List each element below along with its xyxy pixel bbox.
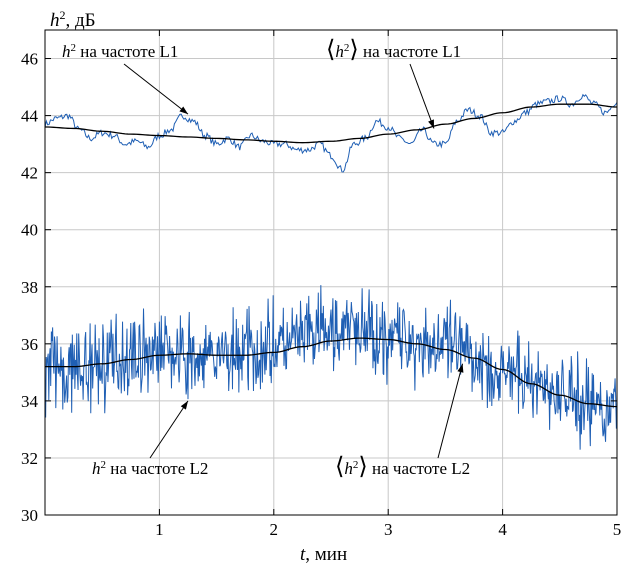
series-layer bbox=[44, 93, 618, 450]
series-line-0 bbox=[44, 93, 618, 173]
grid bbox=[45, 30, 618, 515]
y-tick-label: 44 bbox=[21, 107, 39, 126]
y-tick-label: 32 bbox=[21, 449, 38, 468]
y-tick-label: 38 bbox=[21, 278, 38, 297]
y-tick-label: 30 bbox=[21, 506, 38, 525]
x-tick-label: 5 bbox=[613, 520, 622, 539]
annotation-arrow bbox=[123, 63, 189, 115]
x-tick-label: 3 bbox=[384, 520, 393, 539]
arrow-head bbox=[457, 363, 464, 373]
x-axis-var: t bbox=[300, 544, 306, 565]
y-tick-label: 36 bbox=[21, 335, 38, 354]
series-line-1 bbox=[44, 103, 618, 144]
series-line-2 bbox=[44, 285, 618, 450]
annotations: h2 на частоте L1 ⟨h2⟩ на частоте L1 h2 на … bbox=[62, 37, 470, 480]
y-tick-label: 46 bbox=[21, 50, 38, 69]
annotation-1: ⟨h2⟩ на частоте L1 bbox=[326, 37, 461, 63]
arrow-head bbox=[180, 400, 188, 410]
annotation-2: h2 на частоте L2 bbox=[92, 459, 208, 478]
y-axis-unit: , дБ bbox=[66, 10, 96, 31]
x-tick-label: 1 bbox=[155, 520, 164, 539]
annotation-0: h2 на частоте L1 bbox=[62, 42, 178, 61]
y-tick-label: 40 bbox=[21, 221, 38, 240]
y-tick-label: 42 bbox=[21, 164, 38, 183]
x-tick-label: 4 bbox=[498, 520, 507, 539]
annotation-arrow bbox=[149, 400, 189, 459]
y-axis-label: h2, дБ bbox=[50, 8, 96, 31]
annotation-3: ⟨h2⟩ на частоте L2 bbox=[335, 454, 470, 480]
y-tick-label: 34 bbox=[21, 392, 39, 411]
x-axis-unit: , мин bbox=[305, 544, 347, 565]
annotation-arrow bbox=[437, 363, 464, 459]
x-tick-label: 2 bbox=[270, 520, 279, 539]
plot-frame bbox=[44, 29, 618, 516]
series-line-3 bbox=[45, 337, 618, 408]
y-axis-sup: 2 bbox=[60, 8, 66, 22]
arrow-head bbox=[428, 119, 434, 129]
x-axis-label: t, мин bbox=[300, 544, 347, 565]
arrow-head bbox=[179, 106, 188, 115]
annotation-arrow bbox=[409, 63, 435, 129]
y-axis-var: h bbox=[50, 10, 60, 31]
